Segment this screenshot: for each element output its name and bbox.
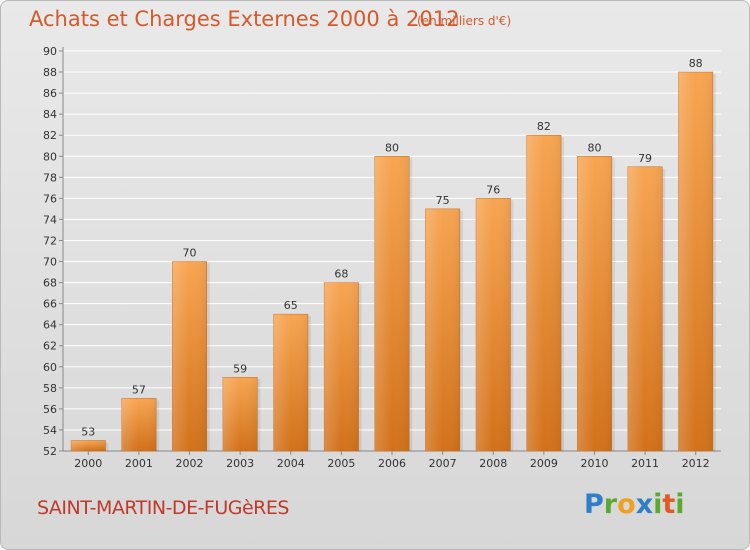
bar-2012[interactable]	[678, 71, 714, 452]
bar-2011[interactable]	[627, 166, 663, 452]
y-tick-label: 56	[43, 403, 57, 416]
x-tick-label: 2011	[631, 457, 659, 470]
data-label: 88	[689, 57, 703, 70]
chart-subtitle: (en milliers d'€)	[417, 14, 512, 28]
data-label: 82	[537, 120, 551, 133]
y-tick-label: 84	[43, 108, 57, 121]
x-tick-label: 2002	[176, 457, 204, 470]
y-tick-label: 66	[43, 298, 57, 311]
data-label: 80	[587, 141, 601, 154]
x-tick-label: 2008	[479, 457, 507, 470]
y-tick-label: 80	[43, 150, 57, 163]
bar-2003[interactable]	[222, 377, 258, 452]
logo-letter: i	[653, 489, 663, 520]
y-tick-label: 74	[43, 213, 57, 226]
data-label: 53	[81, 425, 95, 438]
bar-2009[interactable]	[526, 134, 562, 452]
x-tick-label: 2000	[74, 457, 102, 470]
chart-title: Achats et Charges Externes 2000 à 2012	[29, 7, 460, 31]
y-tick-label: 70	[43, 256, 57, 269]
logo-letter: P	[584, 489, 604, 520]
y-tick-label: 64	[43, 319, 57, 332]
bar-2005[interactable]	[323, 282, 359, 452]
y-tick-label: 76	[43, 192, 57, 205]
data-label: 57	[132, 383, 146, 396]
y-tick-label: 58	[43, 382, 57, 395]
x-tick-label: 2005	[327, 457, 355, 470]
logo-letter: i	[675, 489, 685, 520]
y-tick-label: 78	[43, 171, 57, 184]
y-tick-label: 68	[43, 277, 57, 290]
y-tick-label: 60	[43, 361, 57, 374]
x-tick-label: 2004	[277, 457, 305, 470]
logo-letter: t	[662, 489, 676, 520]
logo-letter: o	[617, 489, 636, 520]
labels: 52 54 56 58 60 62 64 66 68 70 72 74 76 78 80 82 84 86 88 90…	[43, 45, 710, 470]
data-label: 76	[486, 183, 500, 196]
logo-letter: r	[603, 489, 618, 520]
bar-2010[interactable]	[577, 156, 612, 452]
bar-2004[interactable]	[273, 313, 309, 452]
data-label: 68	[334, 268, 348, 281]
bar-2008[interactable]	[475, 198, 511, 452]
x-tick-label: 2010	[580, 457, 608, 470]
data-label: 80	[385, 141, 399, 154]
y-tick-label: 62	[43, 340, 57, 353]
bar-2002[interactable]	[172, 261, 207, 452]
y-tick-label: 90	[43, 45, 57, 58]
y-tick-label: 72	[43, 234, 57, 247]
bar-2006[interactable]	[374, 156, 410, 452]
proxiti-logo[interactable]: Proxiti	[584, 489, 685, 520]
data-label: 75	[436, 194, 450, 207]
x-tick-label: 2007	[429, 457, 457, 470]
town-name: SAINT-MARTIN-DE-FUGèRES	[37, 497, 289, 519]
x-tick-label: 2009	[530, 457, 558, 470]
x-tick-label: 2012	[682, 457, 710, 470]
y-tick-label: 52	[43, 445, 57, 458]
data-label: 65	[284, 299, 298, 312]
bar-2000[interactable]	[70, 440, 106, 452]
logo-letter: x	[635, 489, 654, 520]
data-label: 59	[233, 362, 247, 375]
y-tick-label: 54	[43, 424, 57, 437]
data-label: 70	[183, 247, 197, 260]
x-tick-label: 2003	[226, 457, 254, 470]
x-tick-label: 2001	[125, 457, 153, 470]
data-label: 79	[638, 152, 652, 165]
x-tick-label: 2006	[378, 457, 406, 470]
y-tick-label: 86	[43, 87, 57, 100]
bar-2001[interactable]	[121, 398, 157, 452]
y-tick-label: 82	[43, 129, 57, 142]
bar-2007[interactable]	[425, 208, 461, 452]
y-tick-label: 88	[43, 66, 57, 79]
